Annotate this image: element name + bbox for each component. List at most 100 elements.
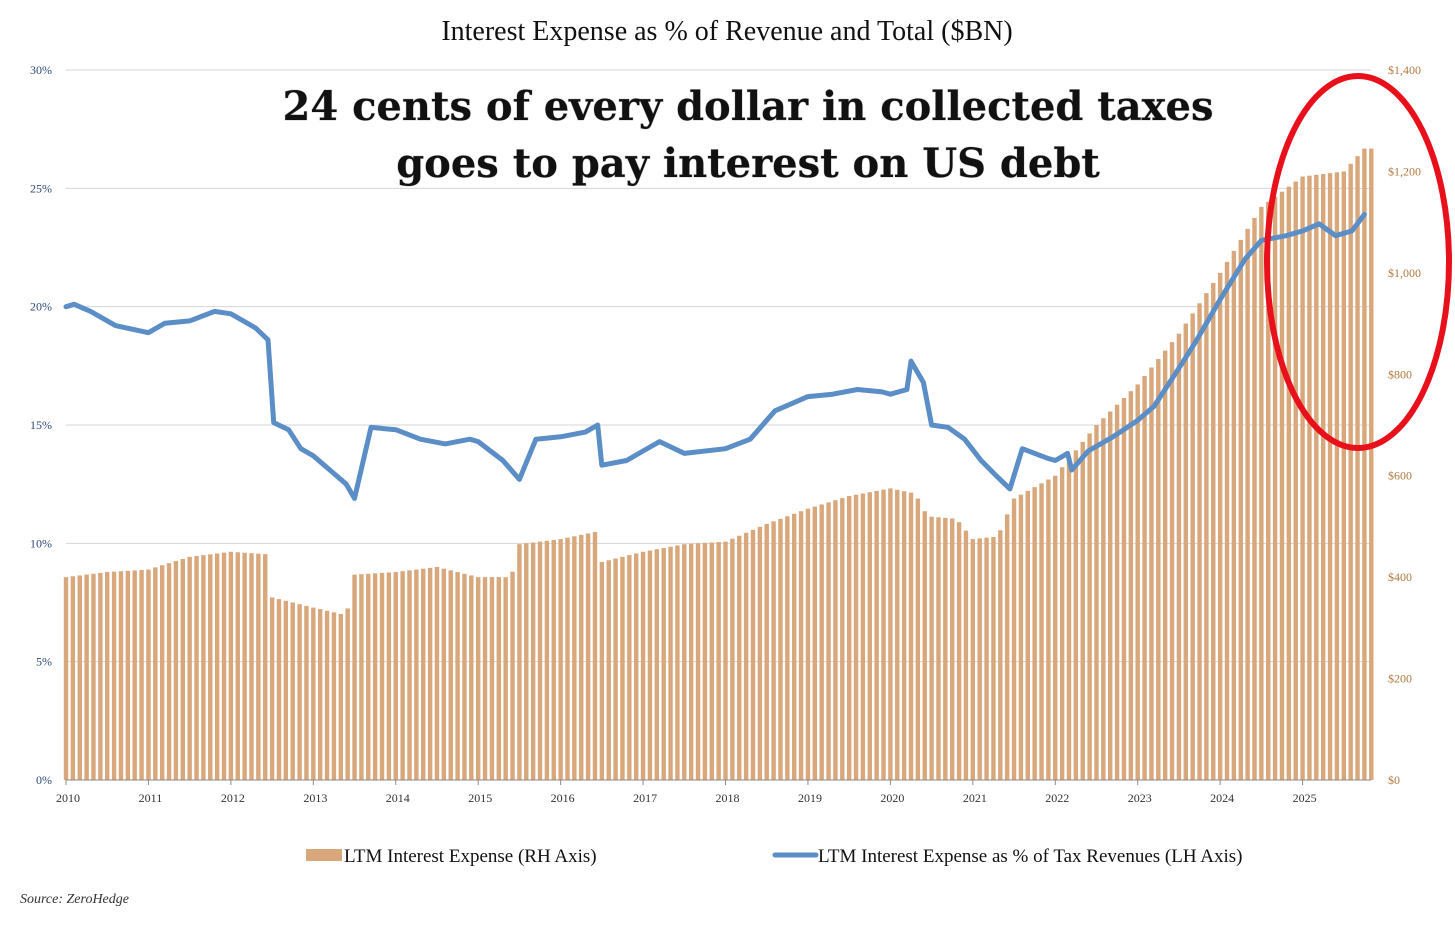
expense-bar	[970, 539, 976, 780]
expense-bar	[1169, 342, 1175, 780]
expense-bar	[634, 553, 639, 780]
expense-bar	[647, 550, 653, 780]
expense-bar	[510, 571, 515, 780]
expense-bar	[1266, 201, 1271, 781]
expense-bar	[1320, 173, 1326, 780]
expense-bar	[750, 529, 756, 780]
expense-bar	[1101, 418, 1106, 780]
expense-bar	[221, 552, 227, 780]
expense-bar	[132, 570, 137, 780]
expense-bar	[166, 563, 172, 780]
x-tick-label: 2022	[1045, 791, 1069, 805]
expense-bar	[228, 551, 234, 780]
expense-bar	[517, 544, 522, 780]
expense-bar	[613, 558, 618, 780]
expense-bar	[63, 577, 69, 780]
expense-bar	[256, 553, 261, 780]
expense-bar	[702, 542, 708, 780]
expense-bar	[1176, 333, 1182, 780]
left-tick-label: 0%	[36, 773, 52, 787]
expense-bar	[798, 511, 804, 780]
expense-bar	[290, 602, 295, 780]
expense-bar	[977, 538, 982, 780]
interest-expense-bars	[63, 148, 1374, 781]
expense-bar	[283, 600, 289, 780]
expense-bar	[1156, 359, 1161, 780]
expense-bar	[771, 521, 776, 780]
expense-bar	[524, 543, 529, 780]
expense-bar	[1025, 490, 1030, 780]
legend-line-label: LTM Interest Expense as % of Tax Revenue…	[818, 846, 1243, 867]
expense-bar	[558, 539, 563, 780]
expense-bar	[105, 572, 110, 780]
headline-line-2: goes to pay interest on US debt	[396, 140, 1100, 187]
expense-bar	[620, 556, 625, 780]
right-tick-label: $1,200	[1388, 164, 1421, 178]
expense-bar	[1300, 176, 1305, 780]
expense-bar	[173, 561, 179, 780]
expense-bar	[269, 597, 275, 780]
legend-bar-label: LTM Interest Expense (RH Axis)	[344, 846, 597, 867]
expense-bar	[393, 572, 398, 780]
expense-bar	[1128, 391, 1134, 780]
expense-bar	[139, 569, 144, 780]
expense-bar	[1094, 425, 1099, 780]
left-tick-label: 5%	[36, 655, 52, 669]
x-tick-label: 2019	[798, 791, 822, 805]
x-tick-label: 2024	[1210, 791, 1234, 805]
expense-bar	[1224, 261, 1230, 780]
expense-bar	[448, 570, 453, 780]
expense-bar	[956, 522, 962, 780]
left-tick-label: 30%	[30, 63, 52, 77]
expense-bar	[991, 536, 996, 780]
expense-bar	[737, 535, 742, 780]
expense-bar	[324, 610, 330, 780]
expense-bar	[1327, 173, 1333, 780]
expense-bar	[489, 577, 495, 780]
legend-bar-swatch	[306, 849, 342, 861]
expense-bar	[867, 492, 872, 780]
expense-bar	[352, 574, 357, 780]
right-axis: $0 $200 $400 $600 $800 $1,000 $1,200 $1,400	[1388, 63, 1421, 787]
expense-bar	[805, 508, 811, 780]
source-note: Source: ZeroHedge	[20, 892, 129, 907]
x-tick-label: 2011	[139, 791, 163, 805]
expense-bar	[249, 553, 254, 780]
expense-bar	[675, 545, 680, 780]
x-tick-label: 2021	[963, 791, 987, 805]
expense-bar	[1121, 397, 1127, 780]
expense-bar	[1197, 303, 1202, 780]
expense-bar	[592, 532, 598, 780]
legend: LTM Interest Expense (RH Axis) LTM Inter…	[306, 846, 1243, 867]
right-tick-label: $800	[1388, 367, 1412, 381]
expense-bar	[372, 573, 378, 780]
expense-bar	[723, 541, 728, 780]
expense-bar	[359, 574, 364, 780]
expense-bar	[537, 541, 543, 780]
left-axis: 0% 5% 10% 15% 20% 25% 30%	[30, 63, 52, 787]
expense-bar	[833, 500, 838, 780]
left-tick-label: 15%	[30, 418, 52, 432]
expense-bar	[311, 607, 316, 780]
expense-bar	[455, 572, 460, 780]
expense-bar	[1059, 467, 1065, 780]
expense-bar	[1217, 272, 1223, 780]
right-tick-label: $0	[1388, 773, 1400, 787]
expense-bar	[1204, 293, 1209, 780]
expense-bar	[91, 573, 96, 780]
expense-bar	[1231, 250, 1237, 780]
expense-bar	[812, 506, 818, 780]
expense-bar	[111, 571, 117, 780]
expense-bar	[1190, 313, 1195, 780]
expense-bar	[317, 609, 323, 780]
expense-bar	[1087, 433, 1092, 780]
expense-bar	[757, 526, 763, 780]
expense-bar	[77, 575, 82, 780]
right-tick-label: $200	[1388, 672, 1412, 686]
expense-bar	[764, 523, 769, 780]
expense-bar	[1245, 228, 1250, 780]
expense-bar	[1162, 350, 1168, 780]
left-tick-label: 20%	[30, 300, 52, 314]
right-tick-label: $1,000	[1388, 266, 1421, 280]
right-tick-label: $400	[1388, 570, 1412, 584]
